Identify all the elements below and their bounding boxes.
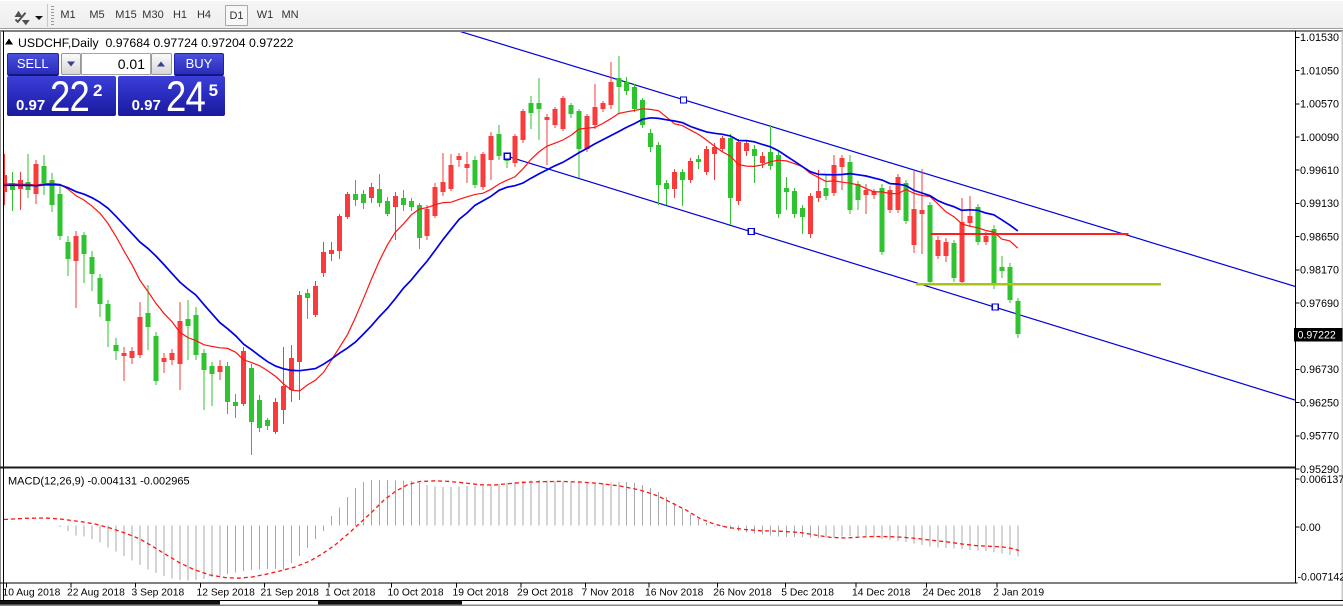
svg-text:0.96250: 0.96250 <box>1300 397 1339 409</box>
svg-text:-0.007142: -0.007142 <box>1298 571 1343 583</box>
svg-text:1.01530: 1.01530 <box>1300 32 1339 44</box>
svg-text:3 Sep 2018: 3 Sep 2018 <box>132 588 185 599</box>
svg-text:19 Oct 2018: 19 Oct 2018 <box>453 588 509 599</box>
svg-text:0.99610: 0.99610 <box>1300 165 1339 177</box>
svg-text:MACD(12,26,9) -0.004131 -0.002: MACD(12,26,9) -0.004131 -0.002965 <box>8 476 190 488</box>
svg-text:0.96730: 0.96730 <box>1300 364 1339 376</box>
svg-text:26 Nov 2018: 26 Nov 2018 <box>713 588 772 599</box>
svg-text:7 Nov 2018: 7 Nov 2018 <box>582 588 635 599</box>
svg-text:21 Sep 2018: 21 Sep 2018 <box>261 588 320 599</box>
svg-text:2 Jan 2019: 2 Jan 2019 <box>993 588 1044 599</box>
svg-text:0.97222: 0.97222 <box>1298 329 1336 341</box>
svg-text:0.99130: 0.99130 <box>1300 198 1339 210</box>
svg-text:24 Dec 2018: 24 Dec 2018 <box>923 588 982 599</box>
svg-text:10 Aug 2018: 10 Aug 2018 <box>3 588 61 599</box>
svg-text:1.00570: 1.00570 <box>1300 99 1339 111</box>
svg-text:16 Nov 2018: 16 Nov 2018 <box>645 588 704 599</box>
svg-text:10 Oct 2018: 10 Oct 2018 <box>388 588 444 599</box>
svg-text:1.01050: 1.01050 <box>1300 65 1339 77</box>
svg-text:0.98170: 0.98170 <box>1300 265 1339 277</box>
svg-text:1.00090: 1.00090 <box>1300 132 1339 144</box>
svg-text:1 Oct 2018: 1 Oct 2018 <box>325 588 376 599</box>
svg-text:0.00: 0.00 <box>1300 522 1321 534</box>
svg-text:0.006137: 0.006137 <box>1300 474 1343 486</box>
svg-text:22 Aug 2018: 22 Aug 2018 <box>67 588 125 599</box>
svg-text:0.98650: 0.98650 <box>1300 231 1339 243</box>
svg-text:0.95770: 0.95770 <box>1300 431 1339 443</box>
svg-text:14 Dec 2018: 14 Dec 2018 <box>852 588 911 599</box>
svg-text:0.95290: 0.95290 <box>1300 464 1339 476</box>
svg-text:29 Oct 2018: 29 Oct 2018 <box>517 588 573 599</box>
svg-text:USDCHF,Daily 0.97684 0.97724: USDCHF,Daily 0.97684 0.97724 0.97204 0.9… <box>18 36 294 50</box>
svg-text:0.97690: 0.97690 <box>1300 298 1339 310</box>
svg-text:5 Dec 2018: 5 Dec 2018 <box>781 588 834 599</box>
svg-text:12 Sep 2018: 12 Sep 2018 <box>197 588 256 599</box>
